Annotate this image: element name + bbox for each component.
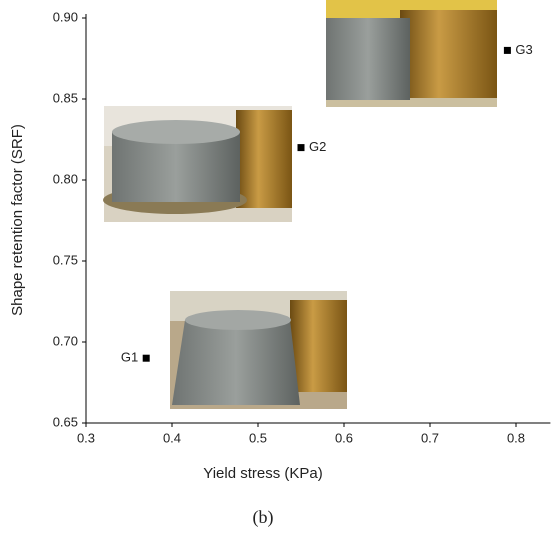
y-tick-label: 0.80 xyxy=(53,171,78,186)
point-label: G3 xyxy=(515,42,532,57)
x-tick-label: 0.6 xyxy=(335,430,353,445)
point xyxy=(503,46,511,54)
point-label: G2 xyxy=(309,139,326,154)
photo-g3 xyxy=(326,0,497,107)
x-tick-label: 0.3 xyxy=(77,430,95,445)
x-tick-label: 0.8 xyxy=(507,430,525,445)
point xyxy=(142,354,150,362)
x-tick-label: 0.4 xyxy=(163,430,181,445)
point-label: G1 xyxy=(121,350,138,365)
x-axis-label: Yield stress (KPa) xyxy=(203,465,322,482)
y-tick-label: 0.70 xyxy=(53,333,78,348)
caption: (b) xyxy=(253,507,274,528)
y-axis-label: Shape retention factor (SRF) xyxy=(9,124,26,316)
y-tick-label: 0.90 xyxy=(53,9,78,24)
x-tick-label: 0.7 xyxy=(421,430,439,445)
photo-g1 xyxy=(170,291,347,409)
y-tick-label: 0.75 xyxy=(53,252,78,267)
point xyxy=(297,144,305,152)
y-tick-label: 0.85 xyxy=(53,90,78,105)
y-tick-label: 0.65 xyxy=(53,414,78,429)
x-tick-label: 0.5 xyxy=(249,430,267,445)
photo-g2 xyxy=(103,106,292,222)
